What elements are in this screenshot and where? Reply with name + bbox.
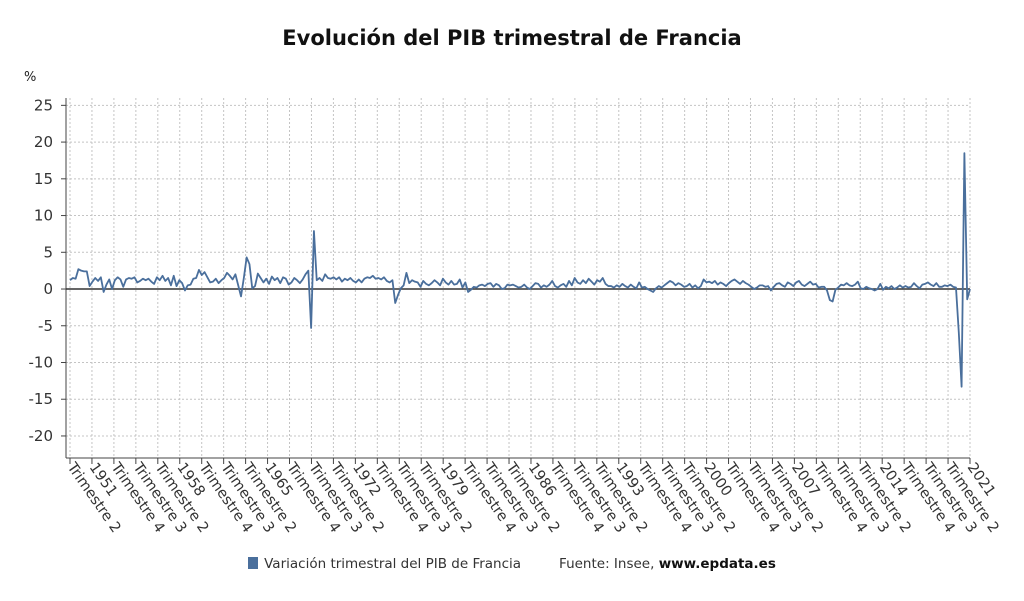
y-tick-label: 10 [34, 207, 53, 225]
y-tick-label: -15 [29, 390, 54, 408]
chart-title: Evolución del PIB trimestral de Francia [282, 26, 742, 50]
series-line-pib [69, 152, 971, 388]
axes [61, 98, 971, 464]
source-label: Fuente: Insee, [559, 556, 659, 572]
y-tick-label: -20 [29, 427, 54, 445]
y-tick-label: 15 [34, 170, 53, 188]
grid-lines [66, 98, 971, 458]
legend-series-label: Variación trimestral del PIB de Francia [264, 556, 522, 572]
y-tick-label: -10 [29, 353, 54, 371]
y-tick-label: 25 [34, 96, 53, 114]
y-tick-labels: 25 20 15 10 5 0 -5 -10 -15 -20 [29, 96, 54, 445]
y-tick-label: 0 [43, 280, 53, 298]
series-layer [69, 152, 971, 388]
legend: Variación trimestral del PIB de Francia F… [0, 556, 1024, 572]
y-tick-label: 20 [34, 133, 53, 151]
legend-swatch [248, 557, 259, 569]
y-tick-label: -5 [38, 317, 53, 335]
y-axis-unit-label: % [24, 70, 37, 85]
source-site-link[interactable]: www.epdata.es [658, 556, 776, 572]
y-tick-label: 5 [43, 243, 53, 261]
